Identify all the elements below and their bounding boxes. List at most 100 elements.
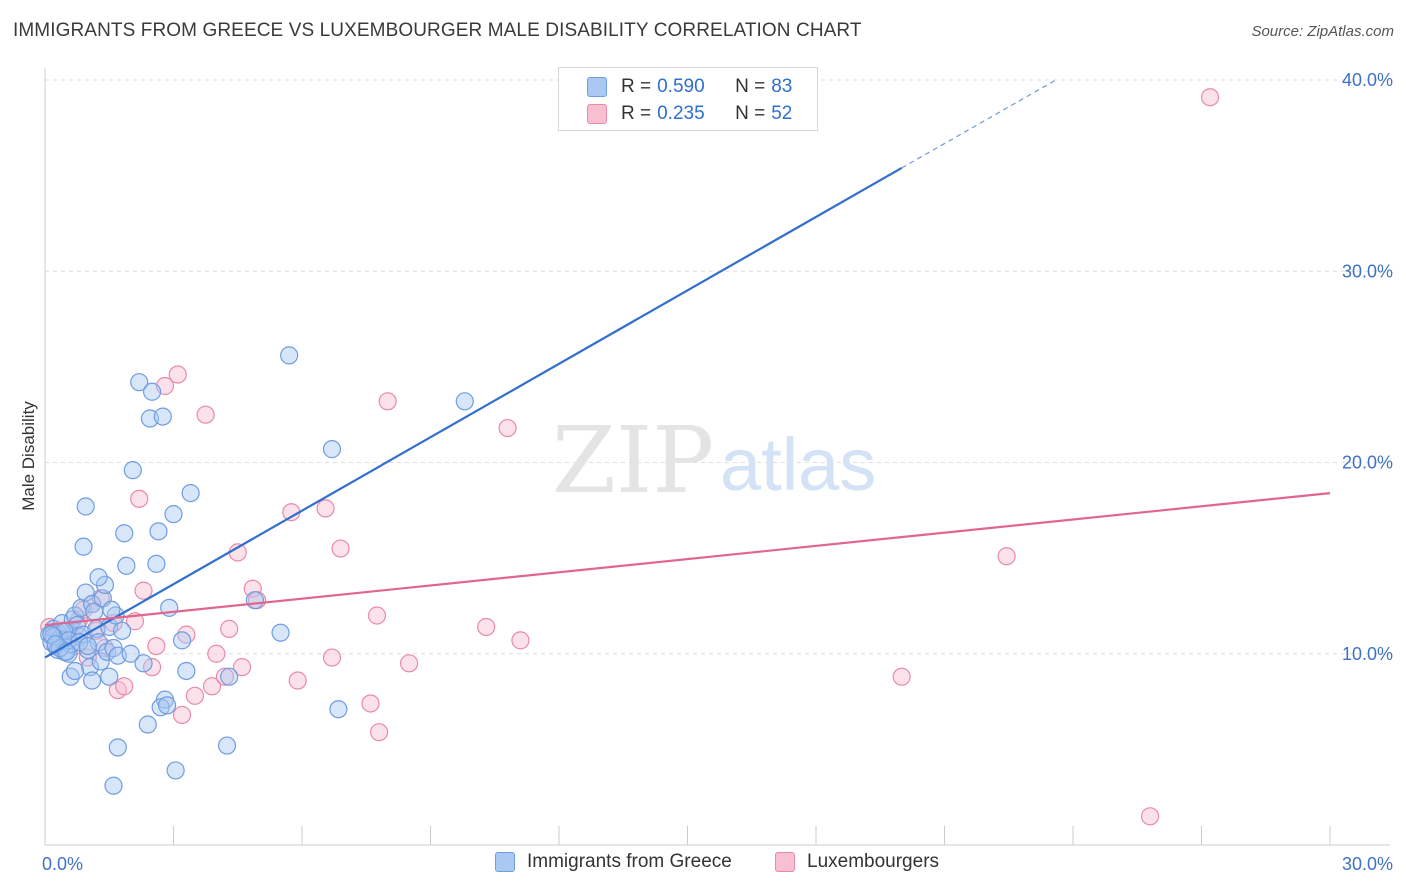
- legend-swatch-pink: [775, 852, 795, 872]
- data-point-greece: [83, 671, 102, 690]
- data-point-greece: [280, 346, 299, 365]
- data-point-luxembourgers: [399, 654, 419, 673]
- data-point-greece: [147, 554, 166, 573]
- data-point-greece: [130, 373, 149, 392]
- data-point-luxembourgers: [370, 723, 389, 742]
- data-point-greece: [271, 623, 290, 642]
- data-point-greece: [172, 631, 192, 650]
- legend-row-greece: R = 0.590 N = 83: [587, 74, 792, 100]
- data-point-greece: [134, 654, 153, 673]
- trend-line-greece: [44, 167, 903, 659]
- x-tick-label: 30.0%: [1342, 854, 1393, 874]
- watermark: ZIP atlas: [552, 407, 876, 514]
- data-point-greece: [181, 484, 200, 503]
- data-point-luxembourgers: [115, 677, 134, 696]
- y-tick-label: 40.0%: [1342, 70, 1393, 90]
- data-point-greece: [164, 505, 183, 524]
- data-point-luxembourgers: [378, 392, 397, 411]
- data-point-luxembourgers: [316, 499, 335, 518]
- data-point-greece: [117, 556, 136, 575]
- legend-item-greece[interactable]: Immigrants from Greece: [495, 851, 732, 873]
- data-point-luxembourgers: [331, 539, 350, 558]
- data-point-greece: [104, 776, 123, 795]
- trend-lines: [44, 79, 1331, 659]
- data-point-luxembourgers: [147, 636, 166, 656]
- data-point-greece: [115, 524, 134, 543]
- legend-item-label: Immigrants from Greece: [527, 851, 732, 872]
- legend-n-value: 52: [771, 103, 793, 124]
- legend-r-value: 0.590: [657, 76, 705, 97]
- data-point-greece: [142, 382, 162, 401]
- data-point-luxembourgers: [498, 418, 517, 438]
- data-point-luxembourgers: [322, 648, 342, 667]
- data-point-greece: [245, 591, 264, 610]
- chart-title: IMMIGRANTS FROM GREECE VS LUXEMBOURGER M…: [13, 20, 862, 41]
- data-point-greece: [91, 652, 110, 671]
- data-point-greece: [217, 736, 237, 755]
- legend-n-label: N =: [735, 103, 766, 124]
- data-point-greece: [157, 696, 177, 715]
- watermark-atlas: atlas: [720, 423, 876, 506]
- data-point-greece: [78, 636, 97, 656]
- correlation-legend: R = 0.590 N = 83 R = 0.235 N = 52: [558, 67, 818, 131]
- legend-n-label: N =: [735, 76, 766, 97]
- data-point-greece: [123, 461, 142, 480]
- data-point-luxembourgers: [892, 667, 911, 686]
- legend-swatch-blue: [587, 77, 607, 97]
- data-point-luxembourgers: [511, 631, 530, 650]
- data-point-greece: [74, 537, 93, 556]
- data-point-luxembourgers: [207, 644, 226, 663]
- data-point-greece: [80, 658, 100, 677]
- y-tick-label: 10.0%: [1342, 644, 1393, 664]
- trend-line-greece-extension: [901, 79, 1057, 169]
- legend-swatch-blue: [495, 852, 515, 872]
- data-point-luxembourgers: [196, 405, 215, 424]
- data-point-greece: [322, 440, 342, 459]
- data-point-luxembourgers: [215, 667, 234, 686]
- grid-lines: [45, 79, 1390, 655]
- data-point-luxembourgers: [172, 705, 192, 725]
- data-point-luxembourgers: [243, 579, 262, 598]
- data-point-greece: [89, 568, 108, 587]
- data-point-luxembourgers: [134, 581, 153, 600]
- source-label: Source: ZipAtlas.com: [1251, 23, 1394, 40]
- data-point-luxembourgers: [202, 677, 222, 696]
- y-tick-label: 30.0%: [1342, 261, 1393, 281]
- data-point-luxembourgers: [1140, 807, 1160, 826]
- data-point-greece: [100, 667, 119, 686]
- data-point-greece: [76, 583, 95, 602]
- data-point-greece: [42, 625, 61, 644]
- data-point-luxembourgers: [232, 658, 252, 677]
- legend-item-luxembourgers[interactable]: Luxembourgers: [775, 851, 939, 873]
- legend-swatch-pink: [587, 104, 607, 124]
- x-tick-label: 0.0%: [42, 854, 83, 874]
- data-point-greece: [76, 497, 95, 516]
- data-point-greece: [108, 738, 127, 757]
- tick-labels: 10.0% 20.0% 30.0% 40.0% 0.0% 30.0%: [42, 70, 1393, 874]
- data-point-greece: [138, 715, 157, 734]
- axes: [44, 68, 1390, 846]
- legend-r-label: R =: [621, 76, 652, 97]
- data-point-greece: [112, 621, 132, 640]
- data-point-luxembourgers: [130, 489, 149, 508]
- data-point-luxembourgers: [1200, 88, 1220, 107]
- data-point-greece: [151, 698, 170, 717]
- data-point-luxembourgers: [997, 547, 1016, 566]
- legend-row-luxembourgers: R = 0.235 N = 52: [587, 101, 792, 127]
- data-point-luxembourgers: [142, 658, 162, 677]
- data-point-greece: [121, 644, 140, 663]
- data-point-luxembourgers: [220, 619, 239, 638]
- series-legend: Immigrants from Greece Luxembourgers: [0, 851, 1406, 877]
- data-point-greece: [177, 661, 196, 681]
- legend-r-value: 0.235: [657, 103, 705, 124]
- data-point-greece: [455, 392, 474, 411]
- trend-line-luxembourgers: [44, 492, 1331, 627]
- data-point-greece: [329, 700, 348, 719]
- legend-n-value: 83: [771, 76, 793, 97]
- data-point-luxembourgers: [367, 606, 387, 625]
- data-point-luxembourgers: [361, 694, 380, 713]
- data-point-greece: [166, 761, 185, 780]
- y-tick-label: 20.0%: [1342, 453, 1393, 473]
- data-point-greece: [153, 407, 172, 426]
